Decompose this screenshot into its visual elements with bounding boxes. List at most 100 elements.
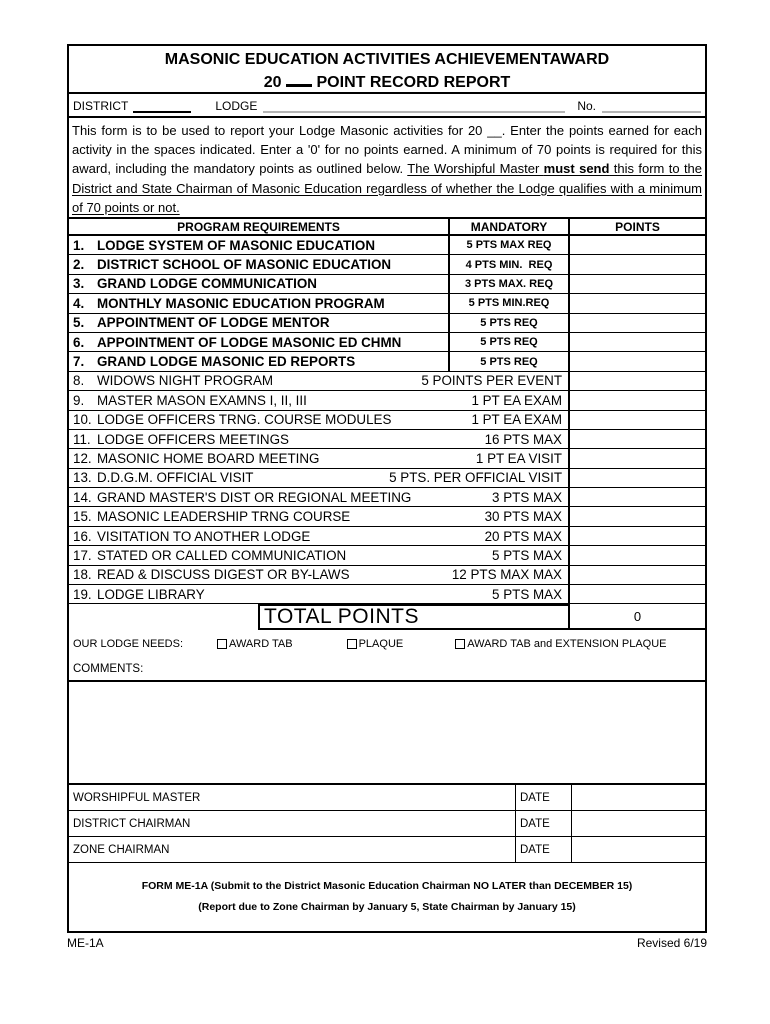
- page-footer: ME-1A Revised 6/19: [67, 936, 707, 950]
- points-input-cell[interactable]: [570, 507, 705, 525]
- row-number: 9.: [73, 392, 85, 408]
- intro-paragraph: This form is to be used to report your L…: [69, 118, 705, 219]
- requirement-cell: 11. LODGE OFFICERS MEETINGS 16 PTS MAX: [69, 429, 570, 449]
- comments-input[interactable]: [69, 682, 705, 786]
- row-number: 17.: [73, 547, 92, 563]
- requirement-text: DISTRICT SCHOOL OF MASONIC EDUCATION: [97, 257, 392, 273]
- requirement-text: MASONIC HOME BOARD MEETING: [97, 450, 320, 466]
- points-input-cell[interactable]: [570, 546, 705, 564]
- mandatory-text: 12 PTS MAX MAX: [451, 567, 562, 583]
- row-number: 5.: [73, 315, 85, 331]
- intro-segment: must send: [543, 161, 610, 177]
- intro-segment: This form is to be used to report your L…: [72, 123, 702, 177]
- table-row: 17. STATED OR CALLED COMMUNICATION 5 PTS M…: [69, 546, 705, 566]
- checkbox-label: AWARD TAB and EXTENSION PLAQUE: [467, 637, 667, 650]
- points-input-cell[interactable]: [570, 430, 705, 448]
- mandatory-text: 3 PTS MAX: [492, 489, 562, 505]
- points-input-cell[interactable]: [570, 352, 705, 370]
- row-number: 19.: [73, 586, 92, 602]
- table-row: 18. READ & DISCUSS DIGEST OR BY-LAWS 12 PT…: [69, 565, 705, 586]
- points-input-cell[interactable]: [570, 527, 705, 545]
- requirement-text: MONTHLY MASONIC EDUCATION PROGRAM: [97, 295, 385, 311]
- signature-row-worshipful-master: WORSHIPFUL MASTER DATE: [69, 785, 705, 812]
- signature-input[interactable]: [190, 811, 515, 836]
- requirement-cell: 17. STATED OR CALLED COMMUNICATION 5 PTS M…: [69, 546, 570, 565]
- row-number: 18.: [73, 567, 92, 583]
- row-number: 10.: [73, 412, 92, 428]
- row-number: 15.: [73, 509, 92, 525]
- points-input-cell[interactable]: [570, 449, 705, 467]
- date-input[interactable]: [572, 811, 705, 836]
- points-input-cell[interactable]: [570, 314, 705, 332]
- requirement-cell: 3. GRAND LODGE COMMUNICATION: [69, 274, 450, 294]
- checkbox-option-award-tab[interactable]: AWARD TAB: [217, 638, 293, 650]
- points-input-cell[interactable]: [570, 294, 705, 312]
- requirement-text: D.D.G.M. OFFICIAL VISIT: [97, 470, 254, 486]
- date-input[interactable]: [572, 837, 705, 862]
- requirement-cell: 15. MASONIC LEADERSHIP TRNG COURSE 30 PTS …: [69, 507, 570, 526]
- checkbox-icon[interactable]: [346, 638, 357, 649]
- header-mandatory: MANDATORY: [450, 219, 570, 234]
- row-number: 8.: [73, 373, 85, 389]
- form-code: ME-1A: [67, 936, 104, 950]
- signature-input[interactable]: [169, 837, 515, 862]
- district-input[interactable]: [133, 99, 192, 113]
- form-footer: FORM ME-1A (Submit to the District Mason…: [69, 863, 705, 931]
- mandatory-text: 16 PTS MAX: [484, 431, 562, 447]
- header-program-requirements: PROGRAM REQUIREMENTS: [69, 219, 450, 234]
- date-input[interactable]: [572, 785, 705, 810]
- total-points-value[interactable]: 0: [570, 604, 705, 631]
- requirement-cell: 5. APPOINTMENT OF LODGE MENTOR: [69, 313, 450, 332]
- signature-label: WORSHIPFUL MASTER: [73, 791, 201, 804]
- points-input-cell[interactable]: [570, 391, 705, 409]
- points-input-cell[interactable]: [570, 469, 705, 487]
- checkbox-icon[interactable]: [455, 638, 466, 649]
- table-row: 5. APPOINTMENT OF LODGE MENTOR 5 PTS REQ: [69, 313, 705, 333]
- date-label: DATE: [515, 837, 572, 863]
- signature-input[interactable]: [200, 785, 515, 810]
- requirement-text: STATED OR CALLED COMMUNICATION: [97, 547, 347, 563]
- points-input-cell[interactable]: [570, 255, 705, 273]
- points-input-cell[interactable]: [570, 333, 705, 351]
- form-title-line2: 20 POINT RECORD REPORT: [69, 70, 705, 93]
- form-footer-line2: (Report due to Zone Chairman by January …: [198, 901, 576, 914]
- requirement-text: WIDOWS NIGHT PROGRAM: [97, 373, 274, 389]
- title-line2-suffix: POINT RECORD REPORT: [316, 74, 511, 91]
- date-label: DATE: [515, 811, 572, 837]
- table-row: 11. LODGE OFFICERS MEETINGS 16 PTS MAX: [69, 429, 705, 450]
- checkbox-icon[interactable]: [217, 638, 228, 649]
- title-year-input[interactable]: [285, 70, 312, 87]
- points-input-cell[interactable]: [570, 411, 705, 429]
- table-row: 10. LODGE OFFICERS TRNG. COURSE MODULES 1 …: [69, 410, 705, 430]
- points-input-cell[interactable]: [570, 585, 705, 603]
- table-row: 15. MASONIC LEADERSHIP TRNG COURSE 30 PTS …: [69, 507, 705, 527]
- row-number: 16.: [73, 528, 92, 544]
- points-input-cell[interactable]: [570, 372, 705, 390]
- lodge-needs-label: OUR LODGE NEEDS:: [73, 637, 184, 650]
- points-input-cell[interactable]: [570, 236, 705, 254]
- points-input-cell[interactable]: [570, 488, 705, 506]
- mandatory-cell: 5 PTS MIN.REQ: [450, 294, 570, 313]
- title-year-prefix: 20: [263, 74, 282, 91]
- points-input-cell[interactable]: [570, 566, 705, 584]
- lodge-no-input[interactable]: [602, 99, 701, 113]
- requirement-text: LODGE OFFICERS TRNG. COURSE MODULES: [97, 412, 392, 428]
- district-label: DISTRICT: [73, 99, 129, 113]
- points-input-cell[interactable]: [570, 275, 705, 293]
- requirement-cell: 10. LODGE OFFICERS TRNG. COURSE MODULES 1 …: [69, 410, 570, 429]
- requirement-cell: 19. LODGE LIBRARY 5 PTS MAX: [69, 585, 570, 604]
- table-row: 6. APPOINTMENT OF LODGE MASONIC ED CHMN 5 …: [69, 332, 705, 353]
- requirement-text: LODGE SYSTEM OF MASONIC EDUCATION: [97, 237, 375, 253]
- checkbox-option-award-tab-and-extension-plaque[interactable]: AWARD TAB and EXTENSION PLAQUE: [455, 637, 667, 650]
- mandatory-text: 30 PTS MAX: [484, 509, 562, 525]
- signature-row-zone-chairman: ZONE CHAIRMAN DATE: [69, 837, 705, 864]
- table-row: 1. LODGE SYSTEM OF MASONIC EDUCATION 5 PTS…: [69, 236, 705, 256]
- requirement-text: APPOINTMENT OF LODGE MENTOR: [97, 315, 330, 331]
- requirement-cell: 1. LODGE SYSTEM OF MASONIC EDUCATION: [69, 236, 450, 255]
- mandatory-text: 20 PTS MAX: [484, 528, 562, 544]
- requirement-cell: 13. D.D.G.M. OFFICIAL VISIT 5 PTS. PER OFF…: [69, 468, 570, 488]
- row-number: 6.: [73, 334, 85, 350]
- lodge-input[interactable]: [263, 99, 566, 113]
- signature-row-district-chairman: DISTRICT CHAIRMAN DATE: [69, 811, 705, 838]
- checkbox-option-plaque[interactable]: PLAQUE: [346, 638, 403, 650]
